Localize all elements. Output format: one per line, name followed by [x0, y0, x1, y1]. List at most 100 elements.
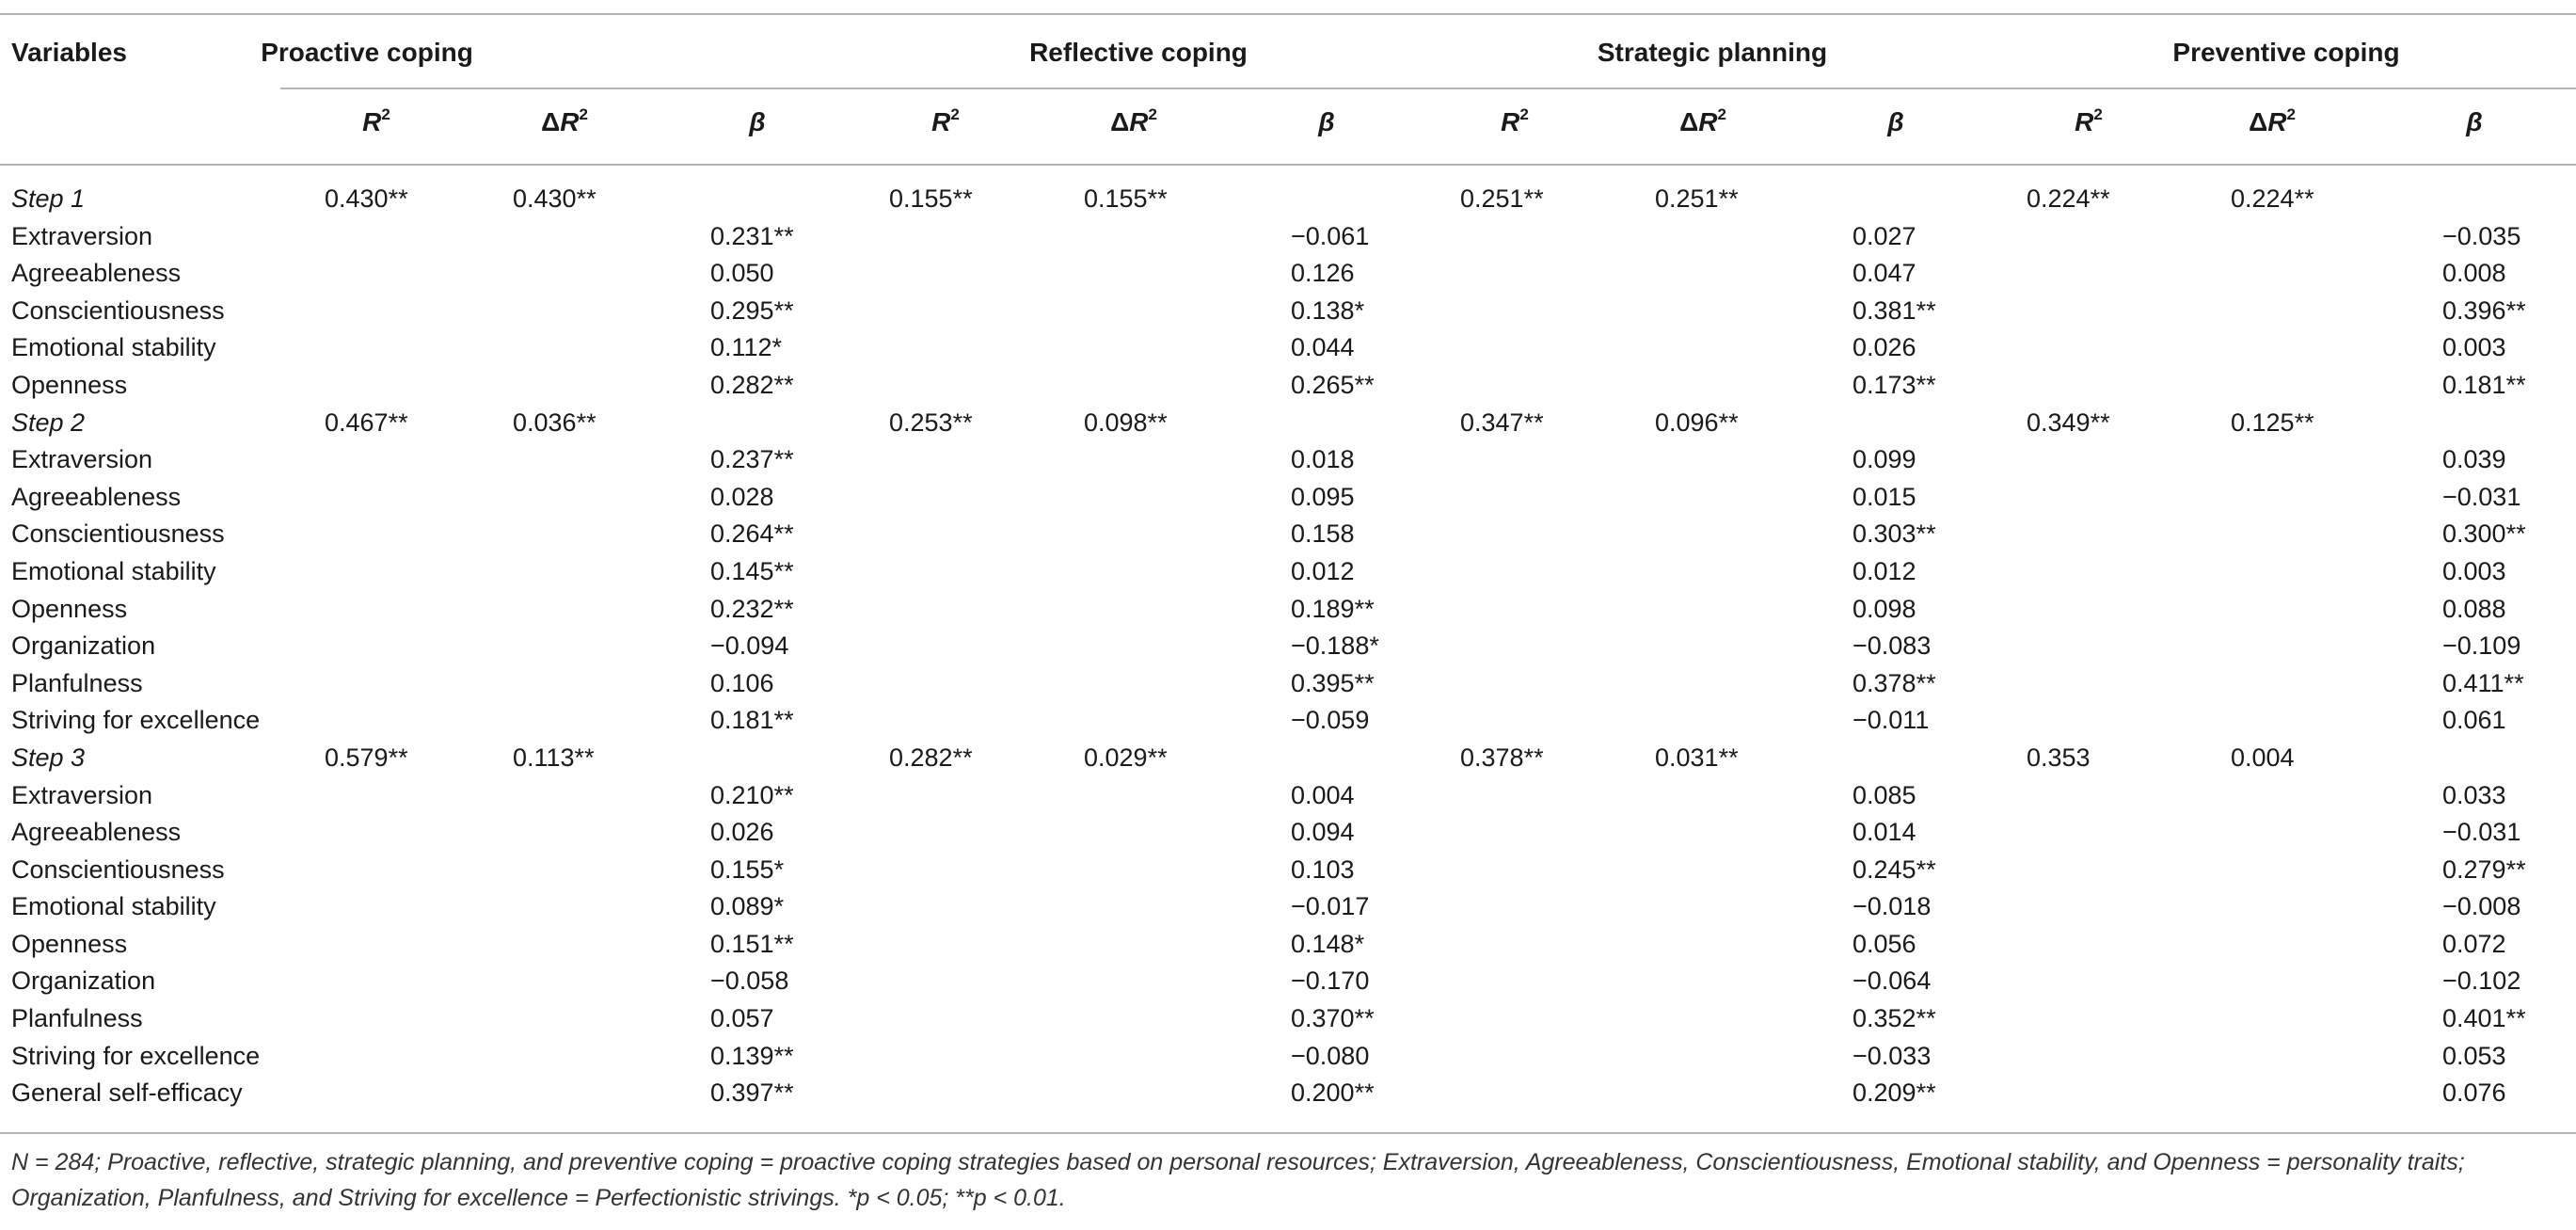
r-squared-cell: [1418, 814, 1613, 852]
table-row: Extraversion 0.237** 0.018 0.099 0.039: [0, 441, 2576, 479]
delta-r-squared-cell: [1042, 777, 1230, 815]
delta-r-squared-cell: [1613, 553, 1801, 591]
r-squared-cell: [847, 329, 1042, 367]
delta-r-squared-cell: 0.224**: [2231, 184, 2314, 213]
r-squared-cell: [1418, 441, 1613, 479]
beta-cell: 0.012: [1852, 556, 1916, 585]
table-row: Emotional stability 0.145** 0.012 0.012 0.00…: [0, 553, 2576, 591]
r-squared-cell: [847, 814, 1042, 852]
r-squared-cell: [847, 479, 1042, 517]
r-squared-cell: [1418, 665, 1613, 703]
r-squared-cell: 0.378**: [1460, 743, 1544, 772]
beta-cell: 0.189**: [1291, 594, 1375, 623]
step-row: Step 2 0.467** 0.036** 0.253** 0.098** 0.347*…: [0, 405, 2576, 442]
r-squared-cell: [847, 702, 1042, 740]
r-squared-cell: [1418, 777, 1613, 815]
beta-cell: 0.014: [1852, 818, 1916, 847]
beta-cell: 0.088: [2442, 594, 2506, 623]
r-squared-cell: [282, 926, 470, 964]
beta-cell: −0.080: [1291, 1041, 1370, 1070]
beta-cell: −0.094: [710, 631, 789, 661]
r-squared-cell: [282, 852, 470, 889]
delta-r-squared-cell: [1613, 367, 1801, 405]
r-squared-cell: [847, 963, 1042, 1000]
beta-cell: 0.003: [2442, 556, 2506, 585]
r-squared-cell: [847, 516, 1042, 553]
delta-r-squared-cell: [2188, 329, 2377, 367]
table-footnote: N = 284; Proactive, reflective, strategi…: [11, 1149, 2465, 1211]
delta-r-squared-cell: [2188, 591, 2377, 629]
delta-r-squared-cell: [2188, 218, 2377, 256]
delta-r-squared-cell: 0.029**: [1084, 743, 1168, 772]
delta-r-squared-cell: [2188, 665, 2377, 703]
group-header-strategic-planning: Strategic planning: [1597, 38, 1828, 67]
r-squared-cell: [1989, 1075, 2188, 1112]
r-squared-cell: [847, 293, 1042, 330]
table-row: General self-efficacy 0.397** 0.200** 0.209…: [0, 1075, 2576, 1112]
delta-r-squared-cell: [470, 852, 659, 889]
beta-cell: 0.026: [1852, 333, 1916, 362]
beta-cell: [2377, 740, 2576, 777]
variable-label: Extraversion: [11, 221, 153, 250]
table-row: Planfulness 0.057 0.370** 0.352** 0.401**: [0, 1000, 2576, 1038]
beta-cell: 0.145**: [710, 556, 794, 585]
variable-label: Conscientiousness: [11, 519, 225, 549]
r-squared-cell: [847, 777, 1042, 815]
r-squared-cell: 0.349**: [2027, 407, 2110, 437]
beta-cell: 0.401**: [2442, 1004, 2526, 1033]
delta-r-squared-cell: [2188, 852, 2377, 889]
table-row: Emotional stability 0.089* −0.017 −0.018 −0.…: [0, 888, 2576, 926]
beta-cell: 0.039: [2442, 445, 2506, 474]
beta-cell: 0.126: [1291, 259, 1355, 288]
beta-cell: 0.397**: [710, 1078, 794, 1108]
variable-label: Emotional stability: [11, 556, 216, 585]
delta-r-squared-cell: [1042, 963, 1230, 1000]
r-squared-cell: [282, 1000, 470, 1038]
delta-r-squared-cell: [470, 367, 659, 405]
delta-r-squared-cell: [470, 702, 659, 740]
header-bottom-rule: [0, 164, 2576, 166]
r-squared-cell: [282, 479, 470, 517]
beta-header: β: [2466, 107, 2483, 136]
delta-r-squared-cell: [1042, 329, 1230, 367]
beta-cell: −0.188*: [1291, 631, 1379, 661]
step-label: Step 1: [11, 184, 86, 213]
table-row: Extraversion 0.210** 0.004 0.085 0.033: [0, 777, 2576, 815]
delta-r-squared-cell: [2188, 628, 2377, 665]
delta-r-squared-cell: [2188, 777, 2377, 815]
r-squared-cell: [282, 329, 470, 367]
delta-r-squared-cell: [1613, 516, 1801, 553]
r-squared-cell: [282, 628, 470, 665]
variable-label: Planfulness: [11, 668, 143, 697]
r-squared-cell: 0.430**: [325, 184, 408, 213]
beta-cell: 0.370**: [1291, 1004, 1375, 1033]
r-squared-cell: [1418, 255, 1613, 293]
beta-cell: 0.148*: [1291, 929, 1365, 958]
delta-r-squared-cell: [1042, 479, 1230, 517]
table-row: Conscientiousness 0.295** 0.138* 0.381** 0.3…: [0, 293, 2576, 330]
table-row: Agreeableness 0.050 0.126 0.047 0.008: [0, 255, 2576, 293]
r-squared-cell: [847, 255, 1042, 293]
delta-r-squared-cell: [2188, 1075, 2377, 1112]
r-squared-cell: 0.467**: [325, 407, 408, 437]
beta-cell: 0.411**: [2442, 668, 2524, 697]
delta-r-squared-cell: [1613, 329, 1801, 367]
beta-cell: [1801, 405, 1989, 442]
delta-r-squared-cell: 0.004: [2231, 743, 2295, 772]
variable-label: Openness: [11, 929, 128, 958]
beta-cell: −0.109: [2442, 631, 2521, 661]
r-squared-cell: [1989, 255, 2188, 293]
r-squared-cell: [282, 963, 470, 1000]
r-squared-cell: [1418, 888, 1613, 926]
delta-r-squared-cell: [1613, 926, 1801, 964]
beta-cell: 0.378**: [1852, 668, 1936, 697]
table-top-rule: [0, 13, 2576, 15]
delta-r-squared-cell: 0.125**: [2231, 407, 2314, 437]
delta-r-squared-cell: [1042, 665, 1230, 703]
delta-r-squared-cell: 0.036**: [513, 407, 596, 437]
r-squared-cell: [847, 218, 1042, 256]
r-squared-cell: [847, 1000, 1042, 1038]
variable-label: Emotional stability: [11, 333, 216, 362]
beta-cell: 0.155*: [710, 855, 785, 884]
delta-r-squared-cell: [1613, 1000, 1801, 1038]
